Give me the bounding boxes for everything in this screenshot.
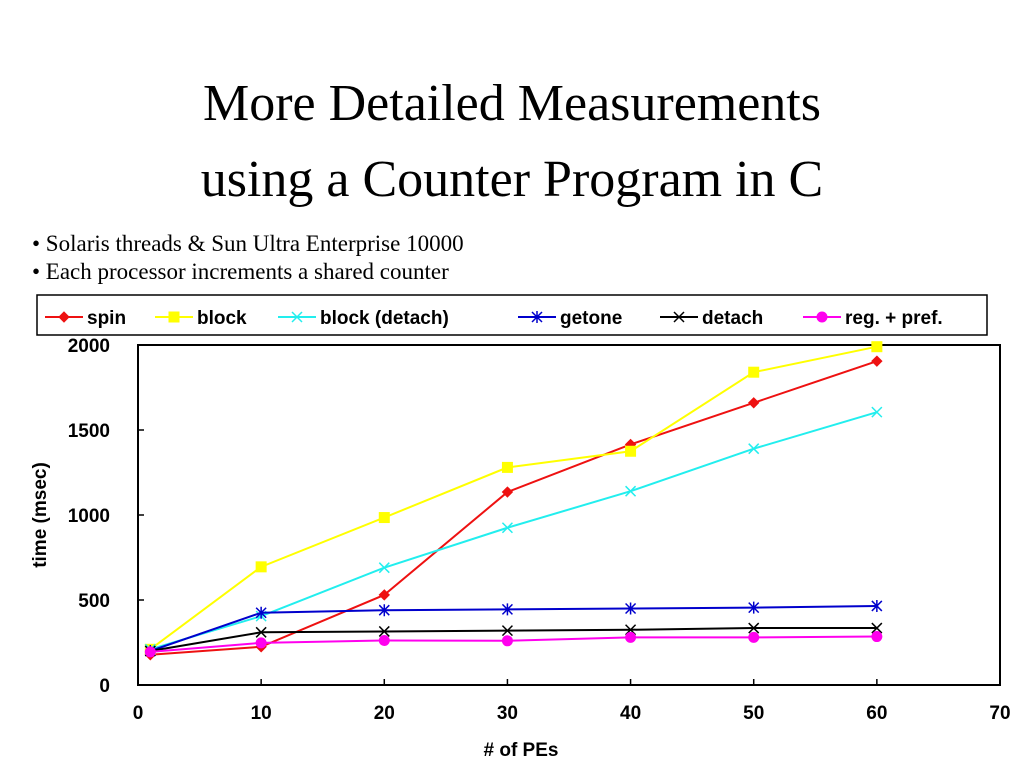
data-point — [501, 625, 513, 637]
legend-item: block (detach) — [278, 308, 449, 329]
data-point — [255, 626, 267, 638]
data-point — [378, 634, 390, 646]
legend-swatch-marker — [291, 311, 303, 323]
legend: spin block block (detach) getone detach reg. … — [45, 308, 943, 329]
data-point — [255, 637, 267, 649]
legend-label: block (detach) — [320, 308, 449, 329]
data-point — [501, 635, 513, 647]
data-point — [501, 486, 514, 498]
y-tick-label: 500 — [78, 591, 110, 612]
legend-swatch-marker — [673, 311, 685, 323]
data-point — [748, 443, 760, 455]
legend-label: detach — [702, 308, 763, 329]
legend-label: spin — [87, 308, 126, 329]
series-reg-pref- — [144, 631, 883, 658]
data-point — [871, 631, 883, 643]
x-tick-label: 10 — [251, 703, 272, 724]
bullet-item-2: • Each processor increments a shared cou… — [32, 259, 449, 284]
bullet-item-1: • Solaris threads & Sun Ultra Enterprise… — [32, 231, 464, 256]
y-tick-label: 0 — [99, 676, 110, 697]
data-point — [378, 589, 390, 601]
data-point — [871, 622, 883, 634]
data-point — [255, 606, 267, 619]
legend-item: reg. + pref. — [803, 308, 943, 329]
series-block — [144, 341, 883, 655]
x-axis-label: # of PEs — [484, 740, 559, 761]
data-point — [748, 601, 760, 614]
legend-box — [36, 294, 988, 336]
data-point — [871, 599, 883, 612]
data-point — [501, 461, 513, 473]
data-point — [871, 355, 883, 367]
x-tick-label: 60 — [866, 703, 887, 724]
axes: 0 500 1000 1500 2000 0 10 20 30 40 50 60 70 — [68, 336, 1011, 724]
title-line-1: More Detailed Measurements — [202, 75, 821, 132]
legend-label: reg. + pref. — [845, 308, 943, 329]
legend-label: getone — [560, 308, 622, 329]
legend-item: getone — [518, 308, 622, 329]
data-point — [748, 397, 760, 409]
y-tick-label: 2000 — [68, 336, 110, 357]
y-tick-label: 1000 — [68, 506, 110, 527]
data-point — [625, 445, 637, 457]
data-point — [871, 406, 883, 418]
legend-swatch-marker — [816, 311, 828, 323]
legend-swatch-marker — [168, 311, 180, 323]
slide-title: More Detailed Measurements using a Count… — [0, 66, 1024, 218]
data-point — [378, 562, 390, 574]
x-tick-label: 40 — [620, 703, 641, 724]
data-point — [748, 366, 760, 378]
data-point — [871, 341, 883, 353]
data-point — [748, 631, 760, 643]
data-point — [625, 485, 637, 497]
data-point — [625, 631, 637, 643]
legend-item: block — [155, 308, 247, 329]
data-point — [378, 512, 390, 524]
legend-swatch-marker — [58, 311, 70, 323]
data-point — [144, 646, 156, 658]
bullet-list: • Solaris threads & Sun Ultra Enterprise… — [32, 230, 464, 286]
data-point — [255, 561, 267, 573]
data-point — [378, 604, 390, 617]
data-point — [625, 602, 637, 615]
legend-item: spin — [45, 308, 126, 329]
series-layer — [144, 341, 883, 661]
x-tick-label: 0 — [133, 703, 144, 724]
data-point — [378, 625, 390, 637]
y-tick-label: 1500 — [68, 421, 110, 442]
data-point — [501, 522, 513, 534]
x-tick-label: 30 — [497, 703, 518, 724]
legend-item: detach — [660, 308, 763, 329]
legend-swatch-marker — [531, 311, 543, 323]
series-detach — [144, 622, 883, 657]
data-point — [501, 603, 513, 616]
series-line — [149, 345, 878, 651]
legend-label: block — [197, 308, 247, 329]
y-axis-label: time (msec) — [30, 462, 51, 568]
line-chart: spin block block (detach) getone detach reg. … — [30, 294, 1011, 761]
plot-area — [137, 344, 1001, 686]
title-line-2: using a Counter Program in C — [200, 151, 824, 208]
x-tick-label: 50 — [743, 703, 764, 724]
x-tick-label: 20 — [374, 703, 395, 724]
data-point — [748, 622, 760, 634]
x-tick-label: 70 — [989, 703, 1010, 724]
